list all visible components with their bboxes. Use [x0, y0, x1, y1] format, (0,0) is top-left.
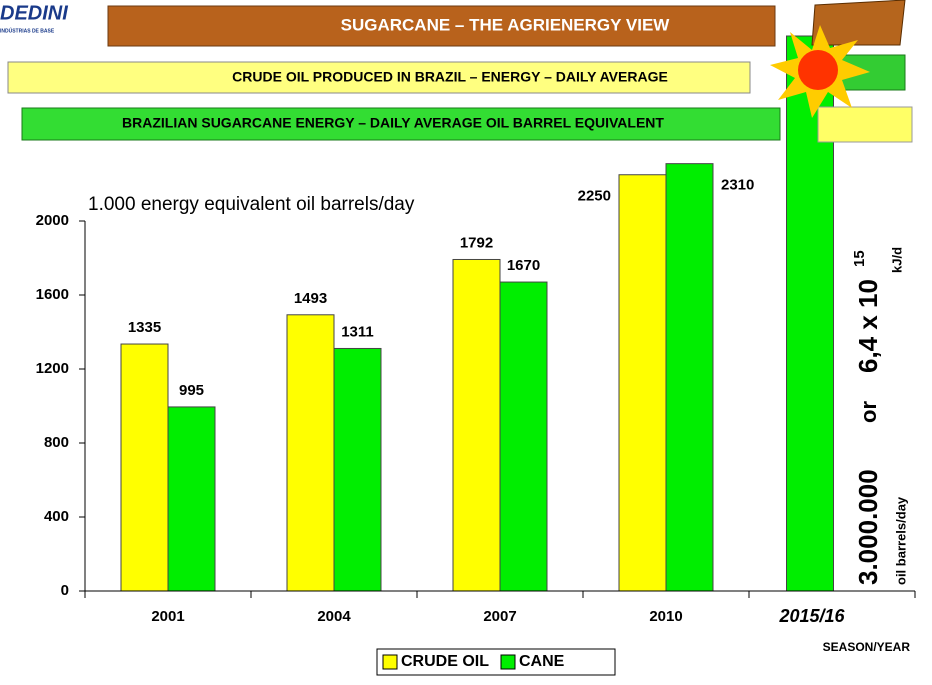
- logo-name: DEDINI: [0, 2, 68, 24]
- bar: [167, 406, 216, 592]
- y-tick-label: 0: [61, 582, 69, 599]
- subtitle: BRAZILIAN SUGARCANE ENERGY – DAILY AVERA…: [122, 115, 664, 131]
- y-tick-label: 400: [44, 508, 69, 525]
- y-tick-label: 800: [44, 434, 69, 451]
- decor-shape: [811, 0, 906, 46]
- logo-tagline: INDÚSTRIAS DE BASE: [0, 27, 55, 34]
- bar: [333, 347, 382, 592]
- value-label: 995: [179, 382, 204, 399]
- forecast-or: or: [856, 401, 881, 423]
- starburst-core: [798, 50, 838, 90]
- value-label: 2250: [578, 188, 611, 205]
- x-tick-label: 2015/16: [778, 606, 845, 626]
- legend-swatch: [382, 654, 398, 670]
- subtitle-box: [7, 61, 751, 94]
- title-banner: [107, 5, 776, 47]
- subtitle-box: [21, 107, 781, 141]
- bar: [618, 174, 667, 592]
- legend-frame: [376, 648, 616, 676]
- bars: [120, 35, 834, 592]
- x-tick-label: 2010: [649, 608, 682, 625]
- value-label: 1335: [128, 319, 161, 336]
- axes: 0 400 800 1200 1600 2000 2001 1335 995 2004 1493 13…: [36, 177, 916, 626]
- legend-label: CRUDE OIL: [401, 653, 489, 670]
- forecast-barrels: 3.000.000: [853, 469, 883, 585]
- decor-shape: [817, 106, 913, 143]
- value-label: 1493: [294, 290, 327, 307]
- x-tick-label: 2004: [317, 608, 351, 625]
- x-tick-label: 2001: [151, 608, 184, 625]
- forecast-energy: 6,4 x 10: [853, 279, 883, 373]
- value-label: 1311: [341, 323, 374, 340]
- forecast-annotation: 3.000.000 or 6,4 x 10 15 kJ/d oil barrel…: [851, 247, 908, 585]
- y-tick-label: 1600: [36, 286, 69, 303]
- bar: [286, 314, 335, 592]
- value-label: 1670: [507, 257, 540, 274]
- forecast-barrels-unit: oil barrels/day: [893, 496, 908, 585]
- value-label: 2310: [721, 177, 754, 194]
- x-tick-label: 2007: [483, 608, 516, 625]
- subtitle: CRUDE OIL PRODUCED IN BRAZIL – ENERGY – …: [232, 69, 668, 85]
- y-tick-label: 1200: [36, 360, 69, 377]
- y-tick-label: 2000: [36, 212, 69, 229]
- bar: [499, 281, 548, 592]
- value-label: 1792: [460, 234, 493, 251]
- legend-label: CANE: [519, 653, 565, 670]
- bar: [120, 343, 169, 592]
- unit-annotation: 1.000 energy equivalent oil barrels/day: [88, 194, 415, 215]
- forecast-exponent: 15: [851, 250, 868, 267]
- x-axis-label: SEASON/YEAR: [823, 640, 911, 654]
- bar: [452, 258, 501, 592]
- legend: CRUDE OIL CANE: [376, 648, 616, 676]
- chart-title: SUGARCANE – THE AGRIENERGY VIEW: [341, 15, 671, 34]
- bar: [665, 163, 714, 592]
- legend-swatch: [500, 654, 516, 670]
- forecast-energy-unit: kJ/d: [889, 247, 904, 273]
